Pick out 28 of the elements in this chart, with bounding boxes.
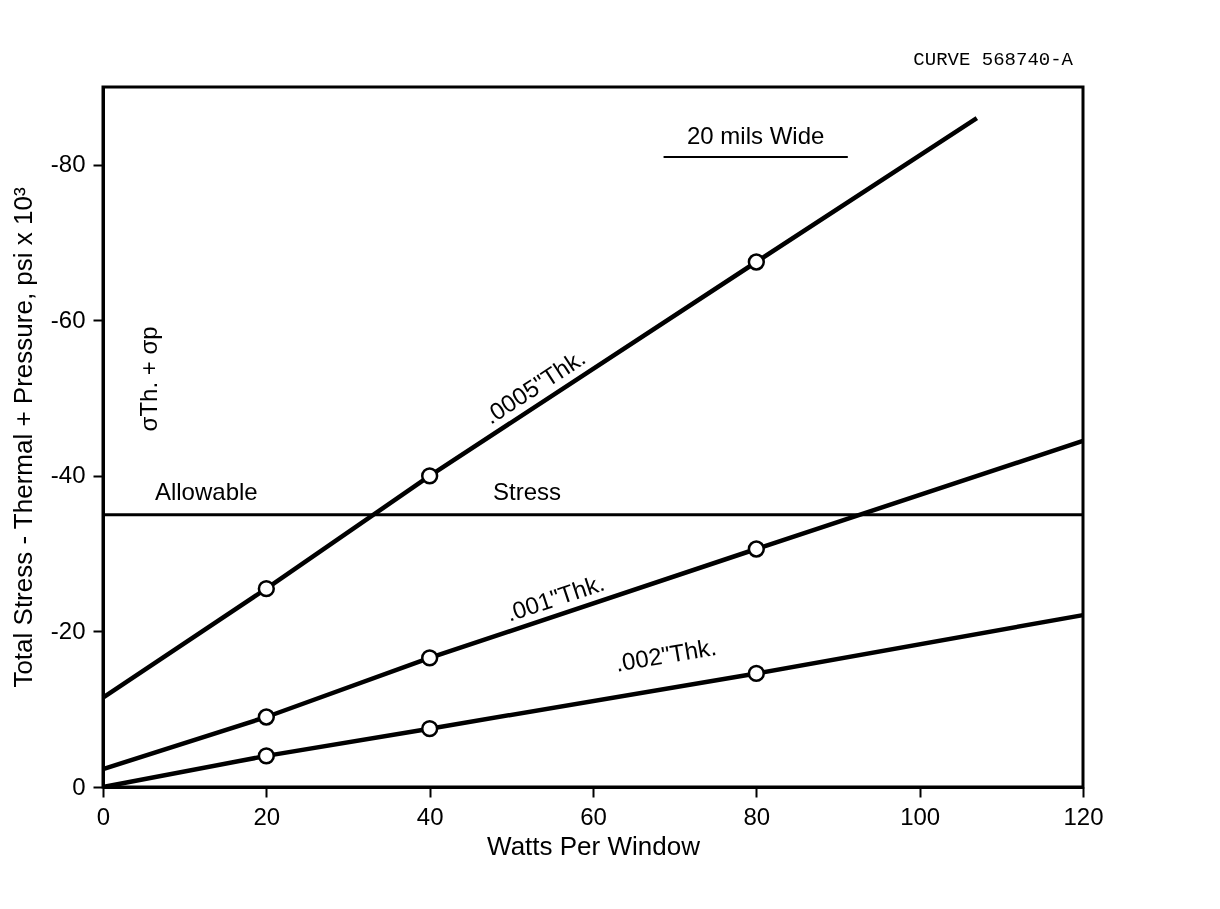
point	[257, 708, 275, 726]
y-tick-label: -80	[50, 150, 86, 178]
y-tick-label: 0	[72, 772, 86, 800]
x-tick-label: 60	[580, 802, 607, 830]
text: CURVE 568740-A	[913, 49, 1074, 71]
point	[421, 467, 439, 485]
x-tick-label: 120	[1063, 802, 1104, 830]
x-tick-label: 20	[253, 802, 281, 830]
y-tick-label: -40	[50, 461, 86, 489]
point	[421, 649, 439, 667]
text: Allowable Stress	[154, 477, 562, 505]
y-axis-title: Total Stress - Thermal + Pressure, psi x 10³	[7, 187, 38, 688]
point	[747, 253, 765, 271]
point	[257, 580, 275, 598]
point	[747, 540, 765, 558]
x-tick-label: 100	[900, 802, 941, 830]
annotation: σTh. + σp	[135, 326, 163, 432]
y-tick-label: -60	[50, 305, 86, 333]
point	[421, 720, 439, 738]
point	[747, 664, 765, 683]
x-axis-title: Watts Per Window	[487, 830, 701, 861]
annotation: 20 mils Wide	[686, 122, 825, 150]
x-tick-label: 40	[416, 802, 444, 830]
y-tick-label: -20	[50, 616, 86, 644]
x-tick-label: 0	[96, 802, 111, 830]
point	[257, 747, 275, 765]
text: .002"Thk.	[613, 632, 719, 677]
x-tick-label: 80	[743, 802, 771, 830]
